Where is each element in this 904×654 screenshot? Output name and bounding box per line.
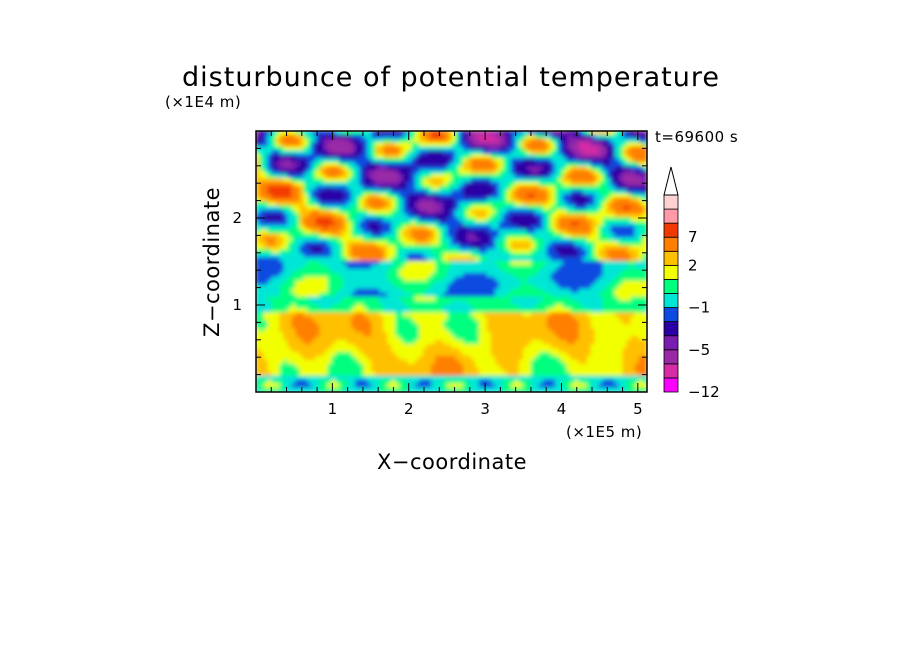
y-axis-label: Z−coordinate [200,187,224,337]
y-tick-label: 1 [232,296,242,314]
axis-ticks: 1 2 3 4 5 1 2 [232,131,647,418]
colorbar-swatch [663,335,679,351]
colorbar-swatch [663,321,679,337]
chart-title: disturbunce of potential temperature [182,62,720,93]
colorbar-swatch [663,194,679,210]
x-unit-label: (×1E5 m) [566,423,642,441]
colorbar-swatch [663,222,679,238]
colorbar-swatch [663,208,679,224]
colorbar-swatch [663,307,679,323]
colorbar-label: −1 [688,299,710,317]
x-tick-label: 4 [557,400,567,418]
x-tick-label: 1 [328,400,338,418]
colorbar-swatch [663,293,679,308]
colorbar-label: −5 [688,341,710,359]
x-tick-label: 2 [404,400,414,418]
colorbar-swatch [663,279,679,294]
colorbar-swatch [663,264,679,280]
plot-frame [255,130,648,393]
colorbar-swatch [663,250,679,266]
colorbar-label: 7 [688,228,698,246]
colorbar-label: −12 [688,383,720,401]
time-label: t=69600 s [655,128,738,146]
colorbar-swatch [663,349,679,365]
y-unit-label: (×1E4 m) [165,93,241,111]
colorbar-extend-arrow [663,166,679,196]
y-tick-label: 2 [232,209,242,227]
contour-field [256,131,647,392]
x-tick-label: 5 [633,400,643,418]
colorbar-swatch [663,236,679,252]
colorbar-swatch [663,363,679,379]
colorbar-swatch [663,377,679,393]
colorbar-label: 2 [688,256,698,274]
x-tick-label: 3 [480,400,490,418]
x-axis-label: X−coordinate [377,450,527,474]
colorbar: 7 2 −1 −5 −12 [663,166,720,401]
